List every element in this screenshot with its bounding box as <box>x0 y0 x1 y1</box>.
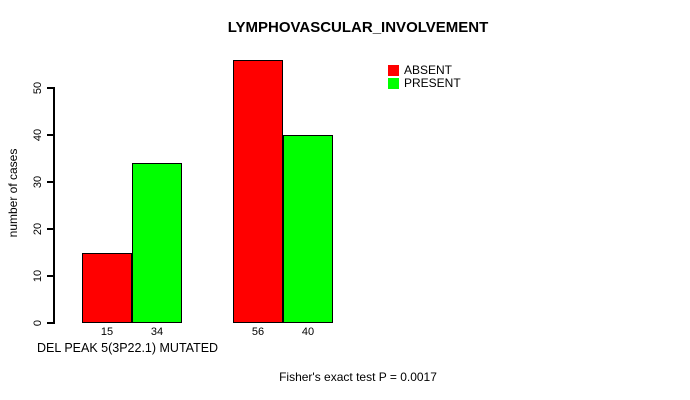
y-tick-label: 30 <box>32 175 44 189</box>
y-tick-mark <box>47 87 53 89</box>
legend-item-absent: ABSENT <box>388 64 461 77</box>
y-axis-label: number of cases <box>6 148 20 238</box>
legend-swatch-absent-icon <box>388 65 399 76</box>
y-tick-label: 40 <box>32 128 44 142</box>
y-tick-mark <box>47 181 53 183</box>
y-tick-mark <box>47 322 53 324</box>
y-tick-label: 10 <box>32 269 44 283</box>
y-tick-mark <box>47 275 53 277</box>
legend: ABSENT PRESENT <box>388 64 461 90</box>
legend-item-present: PRESENT <box>388 77 461 90</box>
legend-swatch-present-icon <box>388 78 399 89</box>
chart-title: LYMPHOVASCULAR_INVOLVEMENT <box>227 19 489 36</box>
bar-value-label: 15 <box>100 326 114 338</box>
legend-label-present: PRESENT <box>404 76 461 90</box>
y-axis-line <box>53 87 55 324</box>
y-tick-mark <box>47 228 53 230</box>
bar-value-label: 34 <box>150 326 164 338</box>
y-tick-label: 20 <box>32 222 44 236</box>
legend-label-absent: ABSENT <box>404 63 453 77</box>
bar-absent-group2 <box>233 59 283 323</box>
y-tick-label: 50 <box>32 81 44 95</box>
y-tick-label: 0 <box>32 319 44 327</box>
x-axis-caption: DEL PEAK 5(3P22.1) MUTATED <box>37 341 219 355</box>
bar-absent-group1 <box>82 252 132 323</box>
y-tick-mark <box>47 134 53 136</box>
stats-annotation: Fisher's exact test P = 0.0017 <box>279 370 437 384</box>
bar-value-label: 56 <box>251 326 265 338</box>
bar-present-group1 <box>132 163 182 323</box>
bar-value-label: 40 <box>301 326 315 338</box>
bar-present-group2 <box>283 135 333 323</box>
